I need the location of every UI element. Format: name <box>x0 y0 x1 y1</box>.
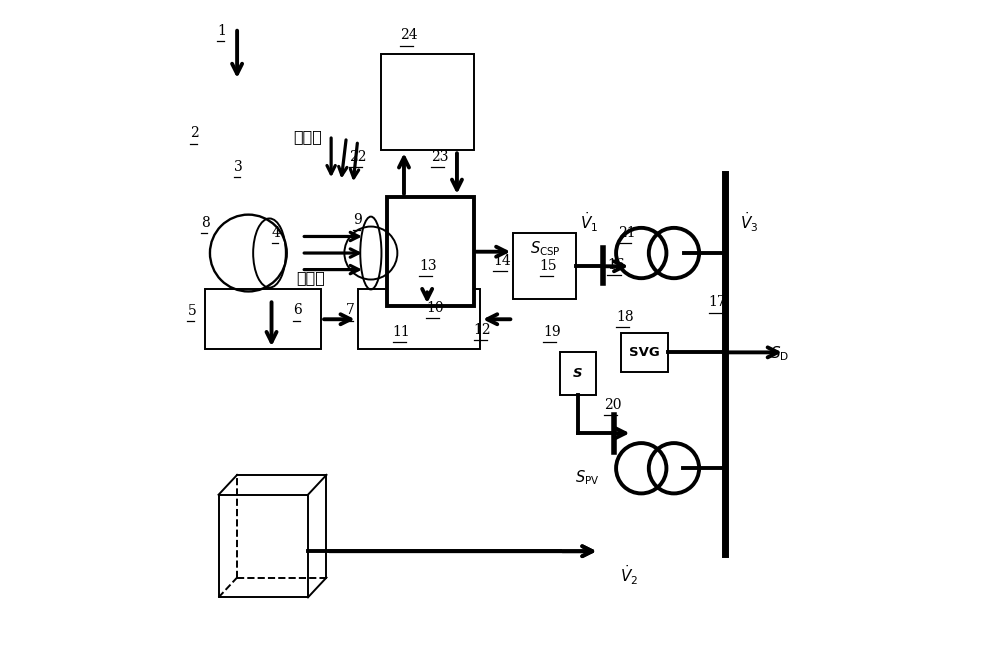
Text: SVG: SVG <box>629 346 660 359</box>
Bar <box>621 332 668 372</box>
Text: 15: 15 <box>540 259 557 273</box>
Text: 11: 11 <box>393 325 410 339</box>
Text: $S_{\rm CSP}$: $S_{\rm CSP}$ <box>530 239 561 257</box>
Bar <box>381 55 474 150</box>
Text: $\dot{V}_2$: $\dot{V}_2$ <box>620 563 638 587</box>
Text: 23: 23 <box>431 150 449 164</box>
Text: 22: 22 <box>349 150 367 164</box>
Text: 18: 18 <box>616 310 634 324</box>
Text: S: S <box>573 367 583 380</box>
Text: 12: 12 <box>474 323 491 337</box>
Bar <box>387 197 474 306</box>
Text: 13: 13 <box>419 259 437 273</box>
Bar <box>205 289 321 349</box>
Text: 3: 3 <box>234 160 243 174</box>
Text: 20: 20 <box>604 398 621 412</box>
Text: $\dot{V}_3$: $\dot{V}_3$ <box>740 211 759 235</box>
Text: $S_{\rm D}$: $S_{\rm D}$ <box>770 344 789 363</box>
Text: 17: 17 <box>709 295 726 309</box>
Text: 6: 6 <box>293 303 302 317</box>
Text: 8: 8 <box>201 216 209 230</box>
Text: 21: 21 <box>618 226 636 240</box>
Bar <box>513 233 576 299</box>
Text: 9: 9 <box>353 213 362 227</box>
Text: 反射光: 反射光 <box>296 270 325 285</box>
Text: 5: 5 <box>187 304 196 318</box>
Text: 太阳光: 太阳光 <box>293 129 322 144</box>
Text: 2: 2 <box>190 126 199 140</box>
Text: 19: 19 <box>543 325 561 339</box>
Text: 1: 1 <box>217 24 226 38</box>
Text: 4: 4 <box>272 226 280 240</box>
Text: 16: 16 <box>607 257 625 271</box>
Text: $\dot{V}_1$: $\dot{V}_1$ <box>580 211 599 235</box>
Bar <box>219 495 308 597</box>
Text: $S_{\rm PV}$: $S_{\rm PV}$ <box>575 468 600 487</box>
Bar <box>560 352 596 396</box>
Text: 10: 10 <box>426 301 443 315</box>
Text: 14: 14 <box>493 253 511 267</box>
Bar <box>358 289 480 349</box>
Text: 24: 24 <box>400 29 418 43</box>
Text: 7: 7 <box>346 303 355 317</box>
